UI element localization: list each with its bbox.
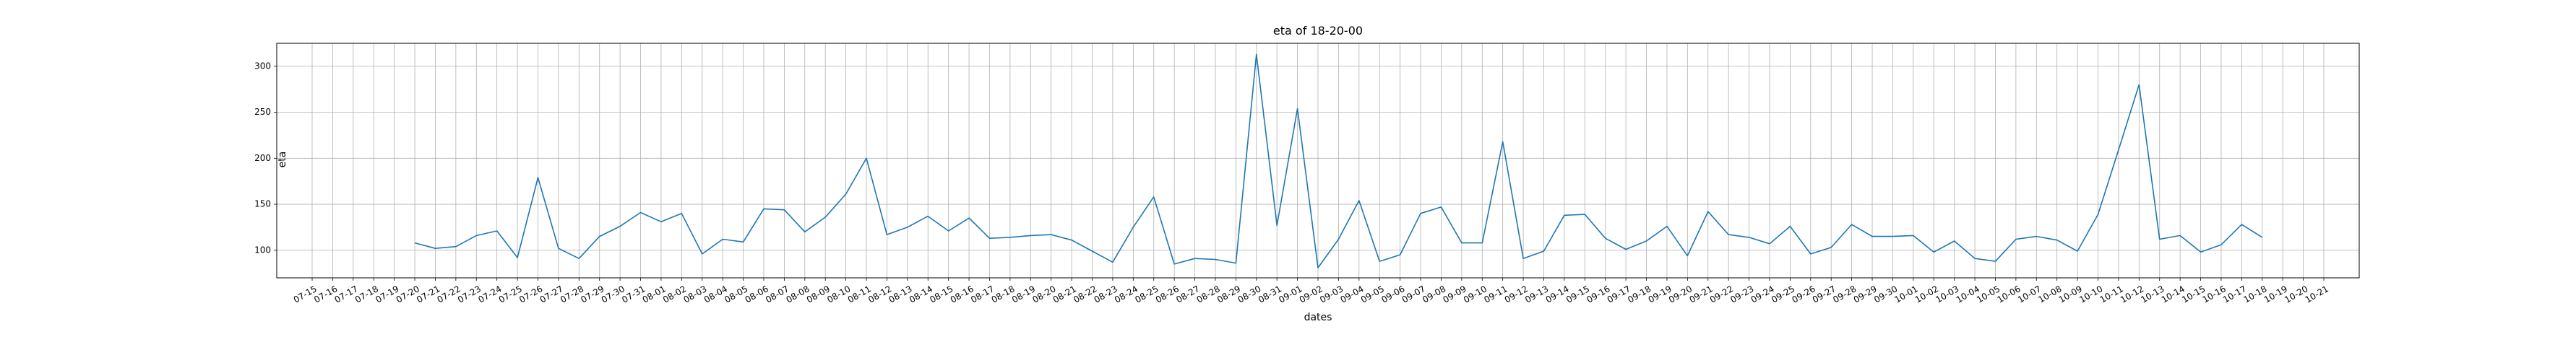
y-axis-label: eta [277,152,288,168]
y-axis: 100 150 200 250 300 [254,61,277,255]
series-line [414,53,2263,268]
grid [277,43,2359,278]
y-tick-label: 200 [254,153,271,163]
chart-title: eta of 18-20-00 [1273,24,1363,38]
x-tick-label: 10-21 [2304,284,2330,305]
y-tick-label: 300 [254,61,271,71]
x-axis-label: dates [1304,312,1332,323]
y-tick-label: 100 [254,245,271,255]
y-tick-label: 250 [254,107,271,117]
x-axis: 07-1507-1607-1707-1807-1907-2007-2107-22… [292,278,2330,305]
y-tick-label: 150 [254,199,271,209]
series-layer [414,53,2263,268]
